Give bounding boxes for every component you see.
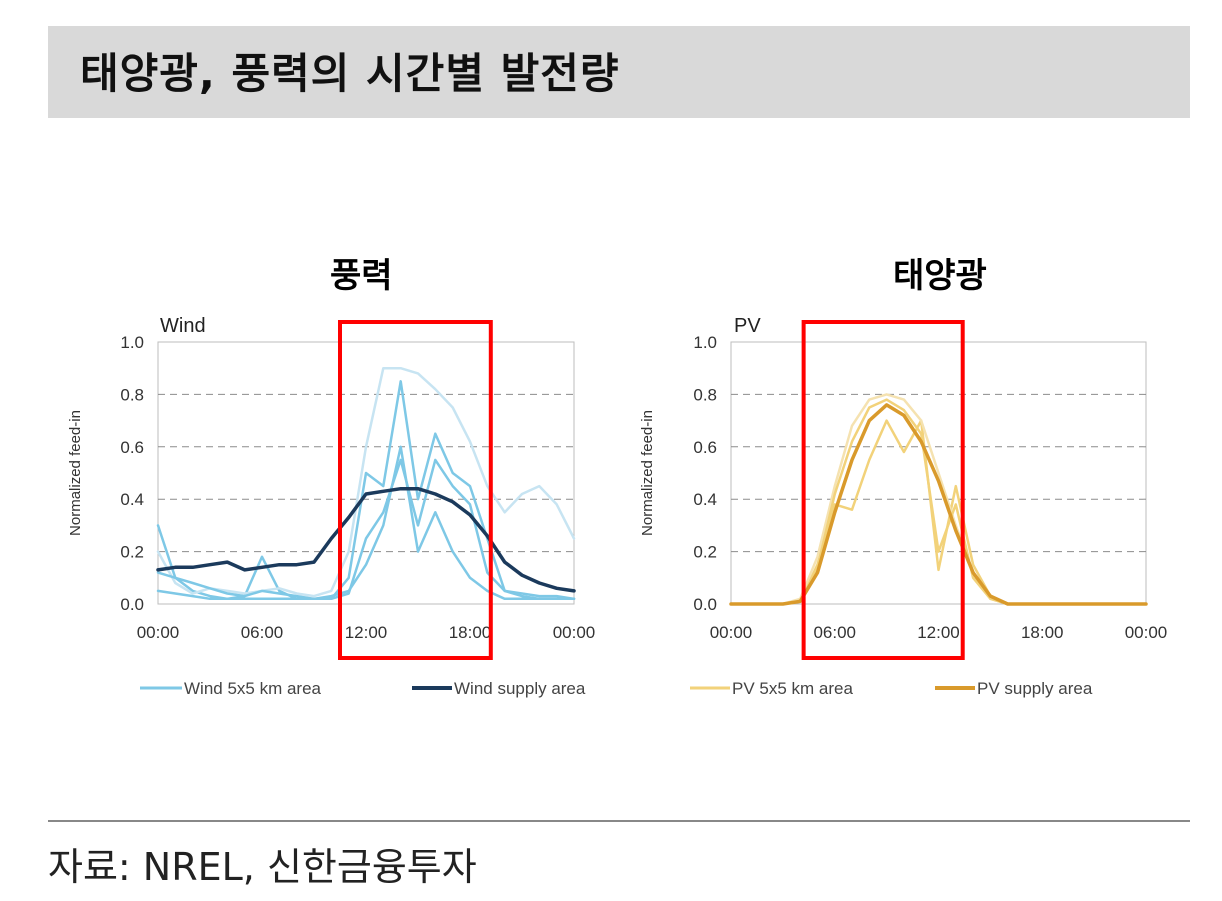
wind-y-axis-label: Normalized feed-in <box>67 410 84 536</box>
wind-y-tick-label: 1.0 <box>120 333 144 352</box>
pv-chart: 0.0 0.2 0.4 0.6 0.8 1.0 00:00 06:00 12:00 18:00 00… <box>639 315 1167 698</box>
pv-legend-label: PV 5x5 km area <box>732 679 853 698</box>
pv-y-tick-label: 0.8 <box>693 385 717 404</box>
wind-y-tick-label: 0.2 <box>120 543 144 562</box>
title-bar: 태양광, 풍력의 시간별 발전량 <box>48 26 1190 118</box>
wind-x-tick-label: 18:00 <box>449 623 492 642</box>
pv-y-tick-label: 0.0 <box>693 595 717 614</box>
wind-y-tick-label: 0.8 <box>120 385 144 404</box>
pv-x-tick-label: 00:00 <box>710 623 753 642</box>
pv-chart-title: PV <box>734 315 761 337</box>
pv-series-supply-line <box>729 403 1148 606</box>
pv-highlight-box <box>801 320 965 660</box>
pv-x-tick-label: 06:00 <box>813 623 856 642</box>
source-note: 자료: NREL, 신한금융투자 <box>48 845 477 889</box>
wind-legend-label: Wind supply area <box>454 679 586 698</box>
pv-x-tick-label: 00:00 <box>1125 623 1168 642</box>
pv-panel-label: 태양광 <box>893 256 987 296</box>
wind-chart: 0.0 0.2 0.4 0.6 0.8 1.0 00:00 06:00 12:00 18:00 00… <box>67 315 595 698</box>
wind-y-tick-label: 0.6 <box>120 438 144 457</box>
wind-series-local-line <box>156 366 576 598</box>
wind-highlight-box <box>338 320 493 660</box>
page-title: 태양광, 풍력의 시간별 발전량 <box>80 49 620 98</box>
wind-x-tick-label: 00:00 <box>137 623 180 642</box>
wind-x-tick-label: 00:00 <box>553 623 596 642</box>
wind-chart-title: Wind <box>160 315 206 337</box>
pv-x-tick-label: 18:00 <box>1021 623 1064 642</box>
wind-x-tick-label: 06:00 <box>241 623 284 642</box>
pv-legend-label: PV supply area <box>977 679 1093 698</box>
pv-y-tick-label: 1.0 <box>693 333 717 352</box>
wind-series-local-line <box>156 445 576 601</box>
source-divider <box>48 820 1190 822</box>
pv-x-tick-label: 12:00 <box>917 623 960 642</box>
pv-y-tick-label: 0.2 <box>693 543 717 562</box>
pv-y-tick-label: 0.4 <box>693 490 717 509</box>
wind-panel-label: 풍력 <box>330 256 393 296</box>
wind-series-supply-line <box>156 486 576 593</box>
wind-y-tick-label: 0.4 <box>120 490 144 509</box>
pv-y-tick-label: 0.6 <box>693 438 717 457</box>
wind-y-tick-label: 0.0 <box>120 595 144 614</box>
wind-series-local-line <box>156 458 576 601</box>
pv-y-axis-label: Normalized feed-in <box>639 410 656 536</box>
wind-legend-label: Wind 5x5 km area <box>184 679 322 698</box>
wind-x-tick-label: 12:00 <box>345 623 388 642</box>
